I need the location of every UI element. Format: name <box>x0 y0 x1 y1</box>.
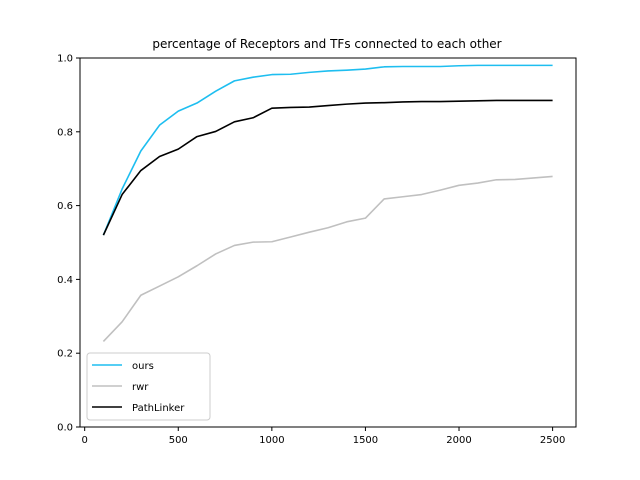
series-line-pathlinker <box>102 99 553 236</box>
legend-box <box>86 352 211 421</box>
x-tick-label: 500 <box>169 435 188 446</box>
y-tick-label: 0.8 <box>57 127 73 138</box>
legend-label-rwr: rwr <box>132 382 149 393</box>
legend-label-pathlinker: PathLinker <box>132 403 185 414</box>
series-line-rwr <box>102 175 553 342</box>
legend: ours rwr PathLinker <box>86 352 211 421</box>
series-layer <box>102 64 553 342</box>
plot-frame <box>79 57 577 428</box>
y-tick-label: 0.6 <box>57 201 73 212</box>
y-tick-label: 0.4 <box>57 275 73 286</box>
y-axis: 0.0 0.2 0.4 0.6 0.8 1.0 <box>57 54 80 434</box>
legend-label-ours: ours <box>132 361 154 372</box>
series-line-ours <box>102 64 553 236</box>
x-axis: 0 500 1000 1500 2000 2500 <box>81 427 565 446</box>
chart-title: percentage of Receptors and TFs connecte… <box>152 37 501 51</box>
y-tick-label: 0.0 <box>57 423 73 434</box>
y-tick-label: 1.0 <box>57 54 73 65</box>
x-tick-label: 1500 <box>353 435 378 446</box>
y-tick-label: 0.2 <box>57 349 73 360</box>
x-tick-label: 1000 <box>259 435 284 446</box>
x-tick-label: 2000 <box>446 435 471 446</box>
x-tick-label: 2500 <box>540 435 565 446</box>
x-tick-label: 0 <box>81 435 87 446</box>
